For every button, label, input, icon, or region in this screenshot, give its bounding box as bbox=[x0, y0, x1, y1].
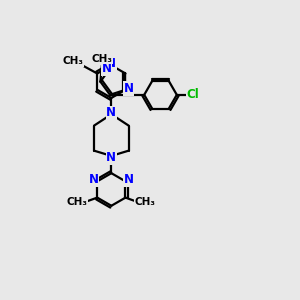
Text: Cl: Cl bbox=[187, 88, 200, 101]
Text: CH₃: CH₃ bbox=[67, 197, 88, 207]
Text: CH₃: CH₃ bbox=[92, 54, 112, 64]
Text: N: N bbox=[101, 62, 111, 75]
Text: N: N bbox=[124, 173, 134, 186]
Text: N: N bbox=[106, 151, 116, 164]
Text: N: N bbox=[89, 173, 99, 186]
Text: N: N bbox=[106, 57, 116, 70]
Text: CH₃: CH₃ bbox=[135, 197, 156, 207]
Text: CH₃: CH₃ bbox=[62, 56, 83, 66]
Text: N: N bbox=[123, 82, 134, 95]
Text: N: N bbox=[106, 106, 116, 119]
